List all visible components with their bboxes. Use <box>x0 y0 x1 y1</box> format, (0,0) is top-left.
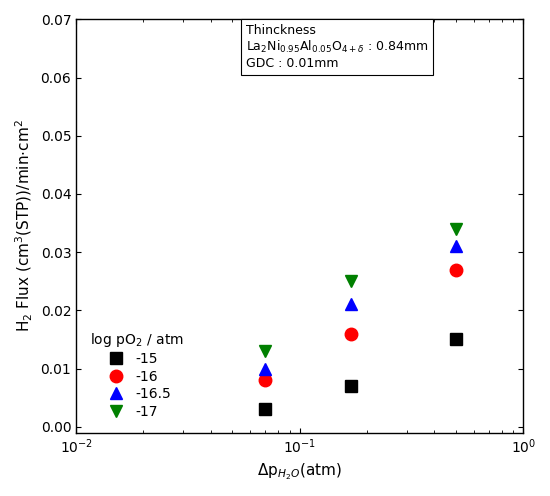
-16 <box>453 267 459 273</box>
Legend: -15, -16, -16.5, -17: -15, -16, -16.5, -17 <box>83 324 191 426</box>
X-axis label: $\Delta$p$_{H_2O}$(atm): $\Delta$p$_{H_2O}$(atm) <box>257 461 342 482</box>
Line: -15: -15 <box>259 333 463 416</box>
-17 <box>453 226 459 232</box>
-16 <box>262 377 268 383</box>
Y-axis label: H$_2$ Flux (cm$^3$(STP))/min$\cdot$cm$^2$: H$_2$ Flux (cm$^3$(STP))/min$\cdot$cm$^2… <box>14 120 35 332</box>
Text: Thinckness
La$_2$Ni$_{0.95}$Al$_{0.05}$O$_{4+\delta}$ : 0.84mm
GDC : 0.01mm: Thinckness La$_2$Ni$_{0.95}$Al$_{0.05}$O… <box>246 23 428 70</box>
-16.5 <box>453 244 459 249</box>
Line: -16.5: -16.5 <box>259 240 463 375</box>
-16.5 <box>348 302 355 308</box>
Line: -16: -16 <box>259 263 463 386</box>
Line: -17: -17 <box>259 223 463 357</box>
-16.5 <box>262 366 268 372</box>
-15 <box>262 406 268 412</box>
-17 <box>262 348 268 354</box>
-17 <box>348 278 355 284</box>
-16 <box>348 331 355 337</box>
-15 <box>453 336 459 342</box>
-15 <box>348 383 355 389</box>
